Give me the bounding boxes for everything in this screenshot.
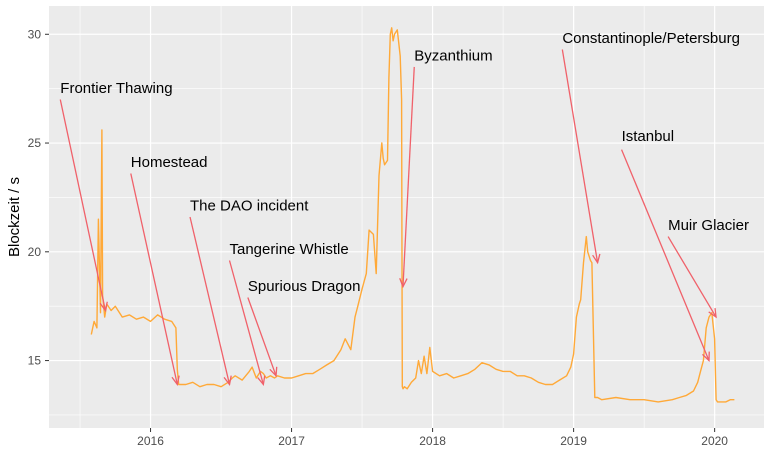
annotation-arrowhead	[99, 301, 108, 313]
annotation-label: Muir Glacier	[668, 217, 749, 234]
annotation-label: Frontier Thawing	[60, 80, 172, 97]
annotation-arrowhead	[708, 308, 717, 319]
major-gridlines	[49, 6, 764, 428]
x-tick-label: 2017	[278, 434, 305, 448]
annotation-arrow	[402, 66, 415, 287]
x-tick-label: 2016	[137, 434, 164, 448]
x-tick-label: 2018	[419, 434, 446, 448]
annotation-label: Tangerine Whistle	[230, 241, 349, 258]
annotation-label: Istanbul	[622, 128, 675, 145]
annotations: Frontier Thawing Homestead The DAO inciden…	[59, 30, 749, 387]
annotation-arrow	[59, 99, 107, 311]
annotation-arrow	[247, 297, 277, 377]
annotation-arrow	[130, 173, 178, 385]
annotation-arrowhead	[257, 375, 266, 387]
annotation-label: The DAO incident	[190, 197, 309, 214]
annotation-label: Homestead	[131, 154, 208, 171]
y-tick-label: 20	[28, 245, 42, 259]
x-tick-label: 2019	[560, 434, 587, 448]
x-tick-label: 2020	[701, 434, 728, 448]
y-axis-title: Blockzeit / s	[6, 177, 23, 257]
annotation-arrow	[228, 260, 264, 385]
annotation-arrow	[561, 49, 599, 263]
annotation-label: Spurious Dragon	[248, 278, 361, 295]
y-tick-label: 30	[28, 27, 42, 41]
series-line	[90, 27, 735, 403]
annotation-arrowhead	[399, 277, 408, 289]
annotation-arrow	[667, 236, 717, 318]
annotation-arrowhead	[592, 253, 601, 265]
y-tick-label: 15	[28, 354, 42, 368]
annotation-label: Constantinople/Petersburg	[562, 30, 740, 47]
y-axis: 15 20 25 30	[28, 27, 49, 368]
x-axis: 2016 2017 2018 2019 2020	[137, 428, 728, 448]
y-tick-label: 25	[28, 136, 42, 150]
annotation-arrowhead	[702, 351, 710, 363]
annotation-arrowhead	[171, 375, 180, 387]
annotation-label: Byzanthium	[414, 47, 492, 64]
annotation-arrow	[620, 149, 710, 361]
annotation-arrowhead	[269, 366, 278, 378]
annotation-arrow	[189, 216, 231, 385]
annotation-arrowhead	[223, 375, 232, 387]
minor-gridlines	[49, 6, 764, 428]
